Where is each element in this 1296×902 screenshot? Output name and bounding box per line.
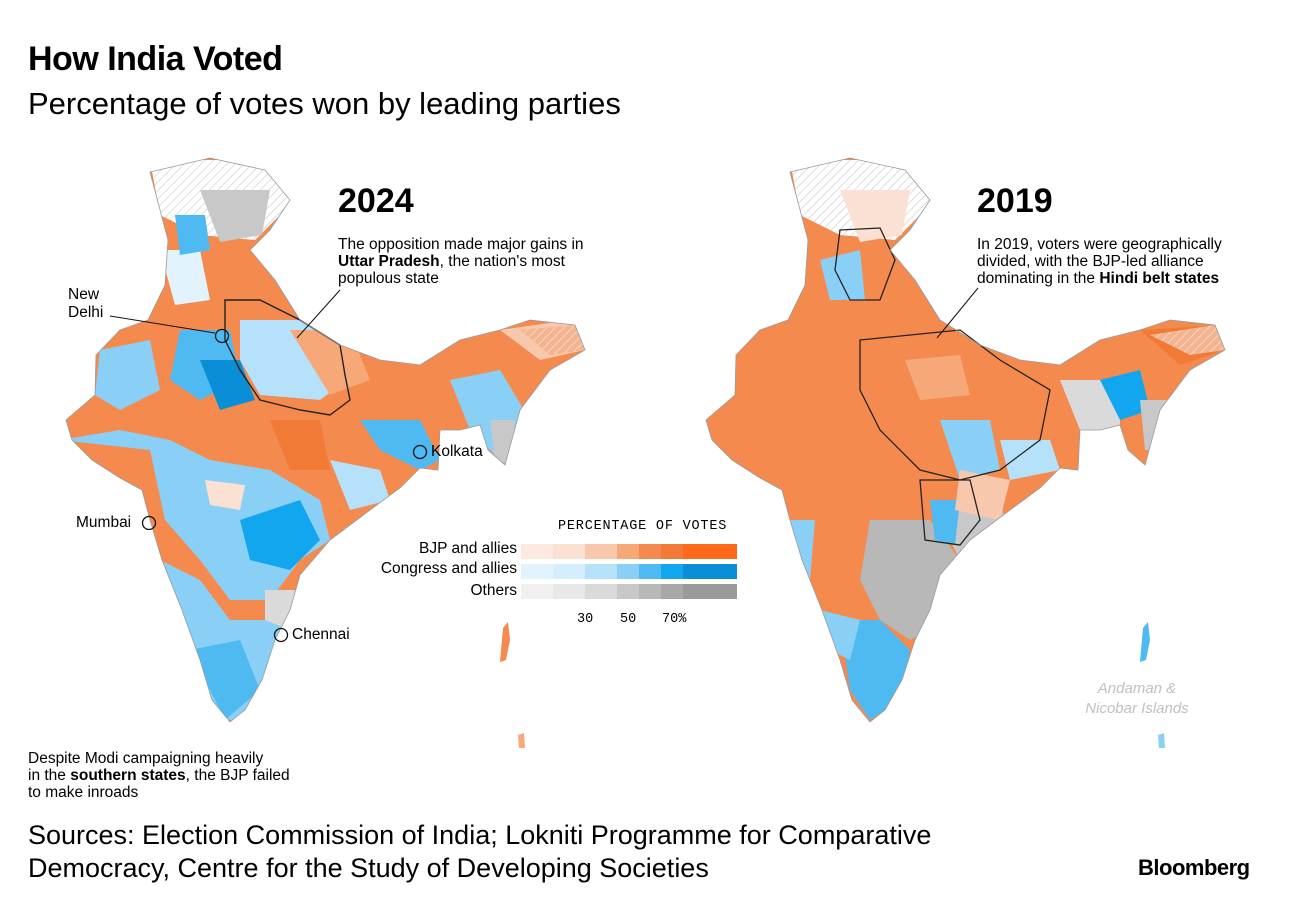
annotation-line: Despite Modi campaigning heavily: [28, 750, 264, 767]
legend-swatch: [617, 564, 639, 579]
legend-swatch: [617, 544, 639, 559]
legend-swatch: [661, 584, 683, 599]
legend-label-bjp: BJP and allies: [419, 540, 517, 557]
annotation-uttar-pradesh: The opposition made major gains in Uttar…: [338, 236, 584, 287]
annotation-southern-states: Despite Modi campaigning heavily in the …: [28, 750, 290, 801]
legend-swatch: [661, 564, 683, 579]
year-label-2019: 2019: [977, 182, 1053, 220]
legend-swatch: [639, 564, 661, 579]
legend-swatch: [521, 584, 553, 599]
legend-swatch: [521, 544, 553, 559]
islands-label: Andaman & Nicobar Islands: [1085, 680, 1189, 717]
legend-tick-70: 70%: [662, 612, 687, 627]
legend-tick-50: 50: [620, 612, 637, 627]
legend-label-congress: Congress and allies: [380, 560, 517, 577]
legend-title: PERCENTAGE OF VOTES: [558, 519, 728, 534]
legend-swatch: [639, 544, 661, 559]
annotation-hindi-belt: In 2019, voters were geographically divi…: [977, 236, 1222, 287]
annotation-line: dominating in the Hindi belt states: [977, 270, 1220, 287]
legend-swatch: [553, 544, 585, 559]
legend-label-others: Others: [470, 582, 517, 599]
legend-swatch: [683, 564, 737, 579]
legend-swatch: [553, 564, 585, 579]
chart-subtitle: Percentage of votes won by leading parti…: [28, 86, 621, 121]
bloomberg-logo: Bloomberg: [1138, 855, 1250, 880]
legend-swatch: [553, 584, 585, 599]
city-label-new-delhi: New Delhi: [68, 286, 104, 321]
legend-tick-30: 30: [577, 612, 594, 627]
legend-swatch: [617, 584, 639, 599]
annotation-line: to make inroads: [28, 784, 139, 801]
chart-title: How India Voted: [28, 40, 283, 78]
year-label-2024: 2024: [338, 182, 414, 220]
legend-swatch: [639, 584, 661, 599]
annotation-line: populous state: [338, 270, 439, 287]
city-label-mumbai: Mumbai: [76, 514, 132, 531]
annotation-line: Uttar Pradesh, the nation's most: [338, 253, 565, 270]
legend-swatch: [585, 544, 617, 559]
city-label-chennai: Chennai: [292, 626, 350, 643]
legend-swatch: [683, 544, 737, 559]
legend-swatch: [585, 564, 617, 579]
city-label-kolkata: Kolkata: [431, 443, 483, 460]
annotation-line: divided, with the BJP-led alliance: [977, 253, 1204, 270]
annotation-line: In 2019, voters were geographically: [977, 236, 1222, 253]
annotation-line: in the southern states, the BJP failed: [28, 767, 290, 784]
annotation-line: The opposition made major gains in: [338, 236, 584, 253]
legend-swatch: [521, 564, 553, 579]
sources-note: Sources: Election Commission of India; L…: [28, 820, 932, 883]
legend-swatch: [683, 584, 737, 599]
legend-swatch: [661, 544, 683, 559]
legend-swatch: [585, 584, 617, 599]
